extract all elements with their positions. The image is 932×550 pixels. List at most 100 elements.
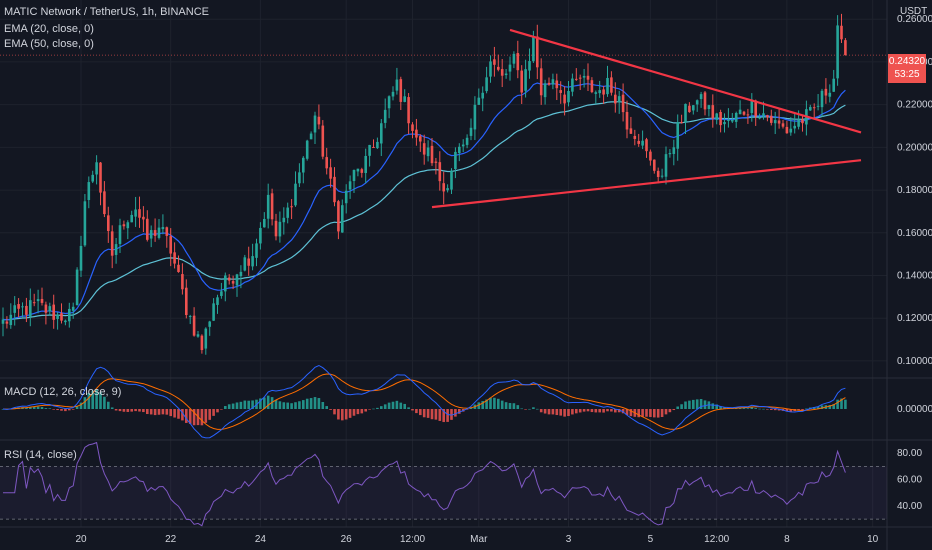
- macd-histogram-bar: [836, 399, 839, 409]
- macd-histogram-bar: [419, 409, 422, 416]
- macd-histogram-bar: [524, 409, 527, 410]
- macd-histogram-bar: [684, 401, 687, 409]
- macd-histogram-bar: [149, 409, 153, 415]
- candle-body: [103, 191, 106, 215]
- candle-body: [614, 94, 617, 104]
- macd-histogram-bar: [614, 409, 617, 413]
- candle-body: [134, 209, 137, 217]
- candle-body: [309, 133, 313, 140]
- macd-histogram-bar: [169, 409, 172, 417]
- macd-histogram-bar: [114, 409, 118, 411]
- candle-body: [181, 274, 184, 290]
- candle-body: [840, 25, 843, 40]
- candle-body: [270, 193, 274, 220]
- candle-body: [777, 120, 781, 124]
- candle-body: [442, 183, 445, 192]
- price-pane[interactable]: [0, 13, 887, 355]
- bar-countdown: 53:25: [894, 69, 920, 80]
- candle-body: [263, 218, 266, 228]
- candle-body: [329, 167, 332, 179]
- candle-body: [204, 328, 208, 349]
- candle-body: [731, 119, 734, 122]
- candle-body: [649, 151, 652, 161]
- trendline-upper: [509, 28, 862, 134]
- candle-body: [719, 112, 722, 126]
- macd-histogram-bar: [68, 409, 71, 411]
- candle-body: [317, 116, 321, 125]
- candle-body: [231, 281, 235, 284]
- macd-histogram-bar: [153, 409, 157, 416]
- candle-body: [216, 297, 219, 305]
- candle-body: [707, 105, 711, 109]
- macd-histogram-bar: [177, 409, 180, 419]
- axes: 0.260000.240000.220000.200000.180000.160…: [75, 14, 932, 545]
- candle-body: [734, 112, 738, 122]
- macd-histogram-bar: [430, 409, 434, 420]
- macd-histogram-bar: [723, 407, 726, 409]
- candle-body: [641, 140, 644, 146]
- legend-ema20: EMA (20, close, 0): [4, 23, 94, 35]
- macd-histogram-bar: [559, 409, 562, 416]
- candle-body: [411, 124, 414, 131]
- macd-histogram-bar: [692, 399, 695, 409]
- macd-histogram-bar: [563, 409, 566, 417]
- candle-body: [422, 143, 426, 155]
- macd-histogram-bar: [688, 400, 691, 409]
- price-tick-label: 0.22000: [897, 100, 932, 111]
- candle-body: [274, 220, 278, 237]
- candle-body: [551, 79, 555, 85]
- macd-histogram-bar: [512, 403, 516, 409]
- candle-body: [458, 146, 461, 154]
- macd-histogram-bar: [298, 401, 301, 409]
- candle-body: [680, 121, 683, 123]
- ema20-line: [2, 82, 846, 321]
- macd-histogram-bar: [762, 408, 765, 410]
- macd-histogram-bar: [746, 408, 750, 409]
- rsi-pane[interactable]: [0, 441, 887, 527]
- rsi-tick-label: 40.00: [897, 501, 922, 512]
- candle-body: [9, 314, 13, 326]
- macd-histogram-bar: [40, 407, 44, 409]
- macd-histogram-bar: [134, 409, 137, 412]
- candle-body: [138, 209, 141, 218]
- candle-body: [142, 216, 145, 220]
- macd-histogram-bar: [493, 397, 496, 409]
- macd-histogram-bar: [48, 408, 52, 409]
- macd-histogram-bar: [247, 400, 250, 409]
- macd-histogram-bar: [660, 409, 664, 417]
- candle-body: [567, 91, 570, 103]
- candle-body: [290, 206, 293, 208]
- macd-histogram-bar: [181, 409, 184, 421]
- macd-histogram-bar: [118, 409, 122, 412]
- macd-histogram-bar: [816, 406, 820, 409]
- candle-body: [816, 105, 820, 107]
- macd-histogram-bar: [820, 405, 824, 409]
- macd-histogram-bar: [586, 409, 590, 412]
- candle-body: [40, 298, 44, 303]
- candle-body: [227, 277, 231, 281]
- macd-histogram-bar: [60, 409, 63, 411]
- candle-body: [87, 182, 91, 200]
- macd-histogram-bar: [571, 409, 574, 415]
- candle-body: [563, 94, 566, 104]
- macd-histogram-bar: [489, 397, 492, 409]
- candle-body: [512, 53, 516, 64]
- macd-histogram-bar: [313, 397, 317, 409]
- macd-histogram-bar: [103, 396, 106, 409]
- candle-body: [36, 299, 40, 302]
- macd-histogram-bar: [29, 407, 32, 409]
- candle-body: [688, 105, 691, 113]
- macd-histogram-bar: [773, 409, 777, 411]
- rsi-tick-label: 60.00: [897, 475, 922, 486]
- candle-body: [653, 159, 656, 171]
- macd-histogram-bar: [391, 401, 395, 409]
- candle-body: [532, 37, 535, 62]
- candle-body: [5, 321, 9, 324]
- macd-histogram-bar: [578, 409, 582, 413]
- candle-body: [504, 73, 508, 76]
- macd-histogram-bar: [504, 402, 508, 409]
- candle-body: [469, 127, 473, 136]
- macd-pane[interactable]: [1, 364, 847, 439]
- candle-body: [348, 181, 352, 190]
